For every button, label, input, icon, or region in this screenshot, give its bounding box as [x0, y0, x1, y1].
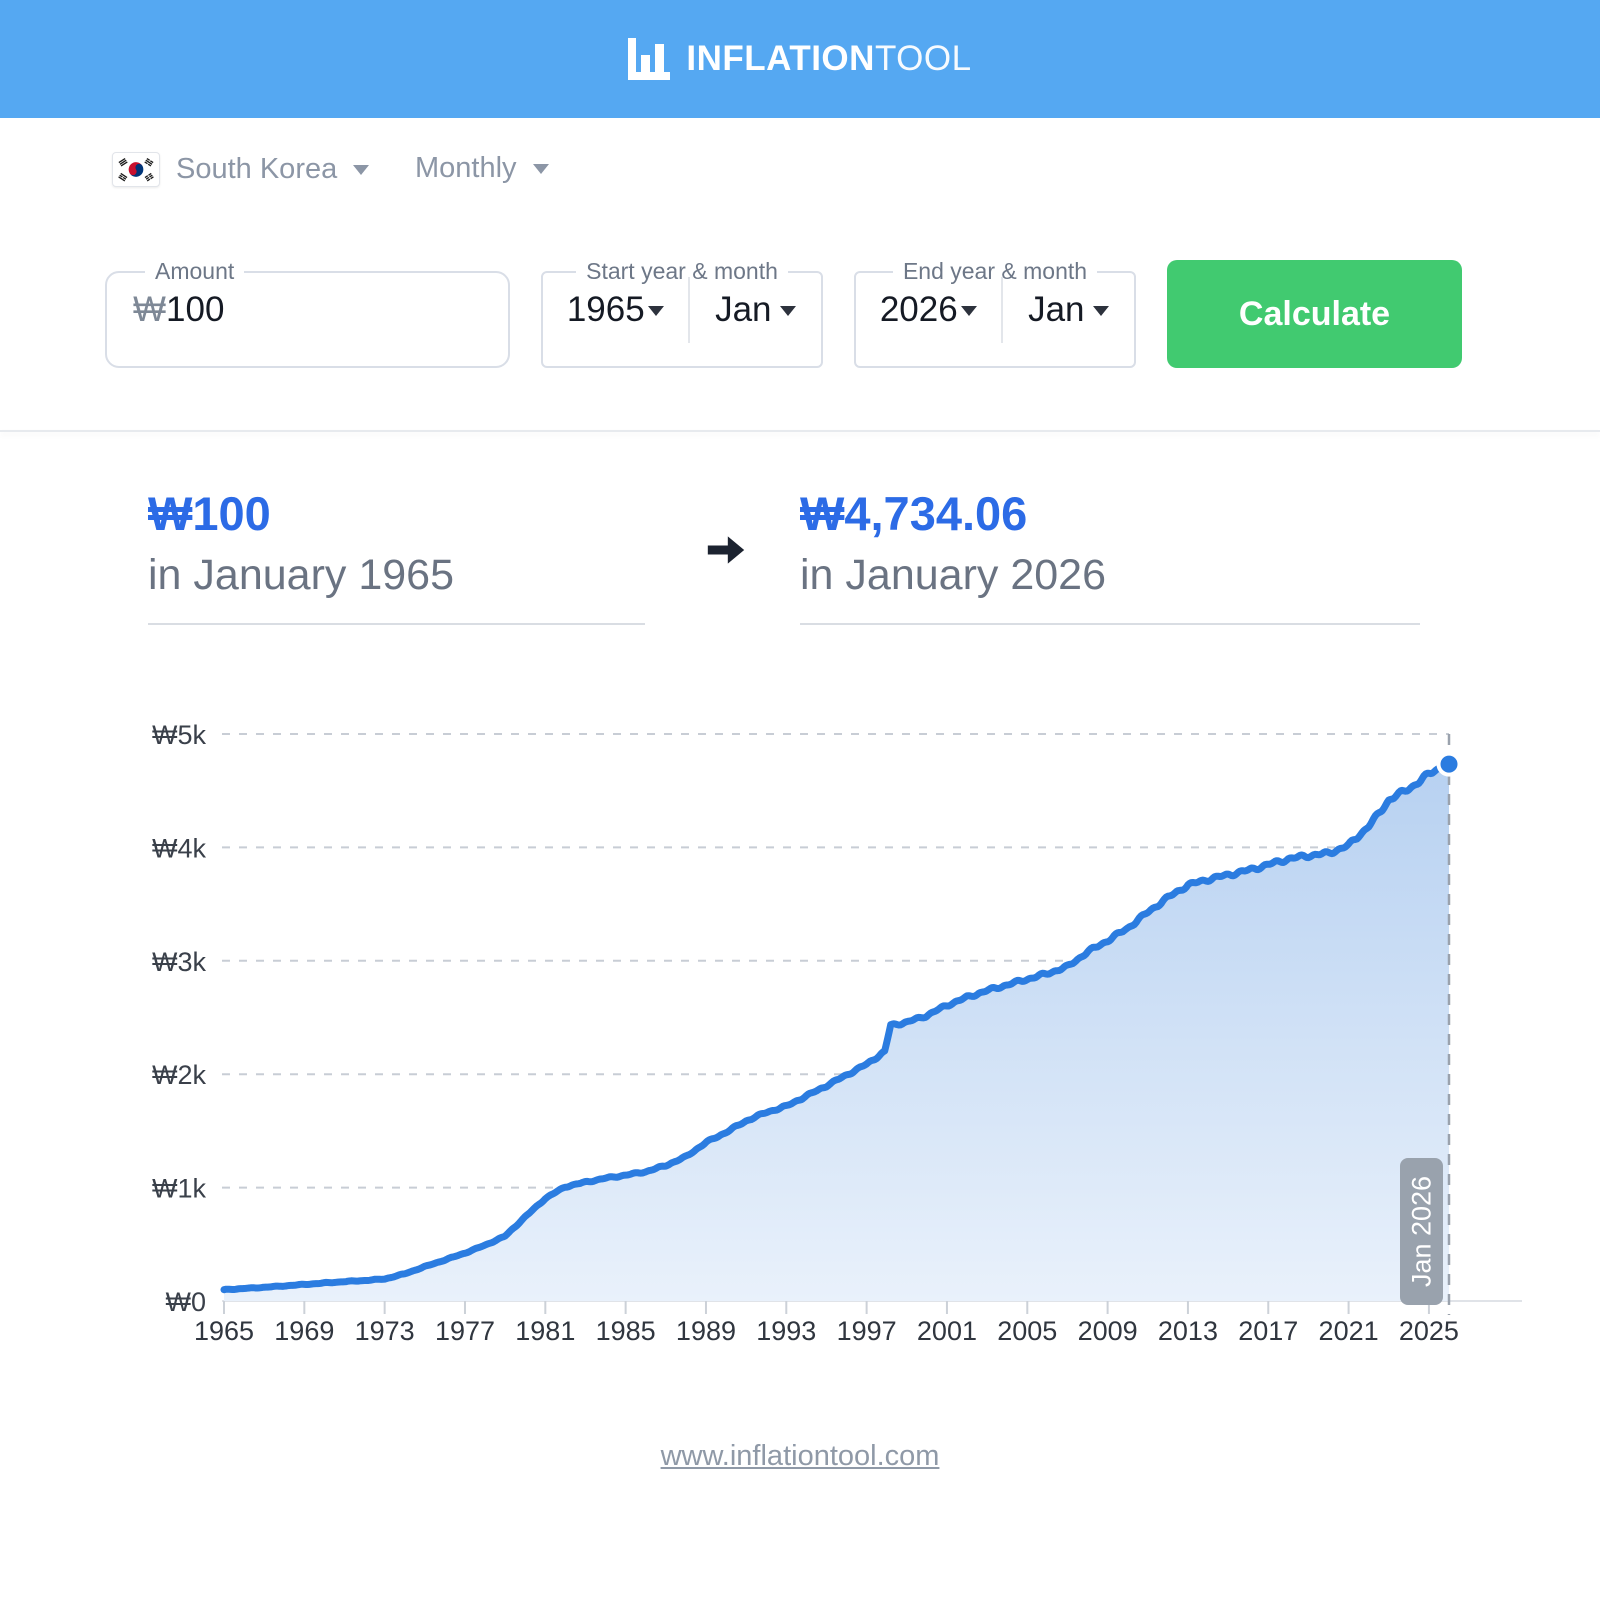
chevron-down-icon — [353, 165, 370, 183]
amount-input[interactable] — [166, 290, 467, 330]
y-axis-label: ₩3k — [152, 947, 207, 977]
y-axis-label: ₩0 — [166, 1287, 207, 1317]
chevron-down-icon — [960, 305, 977, 324]
result-from-caption: in January 1965 — [148, 550, 454, 599]
brand-logo[interactable]: INFLATIONTOOL — [628, 38, 971, 80]
x-axis-label: 1965 — [194, 1316, 254, 1346]
x-axis-label: 1981 — [515, 1316, 575, 1346]
start-month-select[interactable]: Jan — [690, 290, 821, 330]
frequency-selector[interactable]: Monthly — [415, 152, 549, 185]
chevron-down-icon — [532, 164, 549, 182]
x-axis-label: 1997 — [837, 1316, 897, 1346]
chevron-down-icon — [647, 305, 664, 324]
currency-symbol: ₩ — [133, 290, 167, 329]
footer-link[interactable]: www.inflationtool.com — [660, 1440, 940, 1472]
end-marker-label: Jan 2026 — [1407, 1176, 1437, 1287]
chevron-down-icon — [779, 305, 796, 324]
x-axis-label: 2021 — [1319, 1316, 1379, 1346]
x-axis-label: 2017 — [1238, 1316, 1298, 1346]
brand-text: INFLATIONTOOL — [686, 39, 971, 79]
amount-field-label: Amount — [155, 258, 235, 284]
x-axis-label: 1993 — [756, 1316, 816, 1346]
end-marker-dot[interactable] — [1436, 751, 1462, 777]
inflation-chart[interactable]: ₩0 ₩1k ₩2k ₩3k ₩4k ₩5k 1965 1969 1973 1977 1981 198… — [0, 680, 1600, 1420]
x-axis-label: 1973 — [355, 1316, 415, 1346]
brand-text-bold: INFLATION — [686, 39, 875, 78]
end-marker-label-box — [1400, 1158, 1443, 1305]
start-month-value: Jan — [715, 290, 772, 329]
start-date-field: Start year & month 1965 Jan — [541, 260, 823, 368]
y-axis-label: ₩2k — [152, 1060, 207, 1090]
result-to-caption: in January 2026 — [800, 550, 1106, 599]
x-axis-label: 1989 — [676, 1316, 736, 1346]
result-to-amount: ₩4,734.06 — [800, 487, 1028, 540]
bar-chart-icon — [628, 38, 671, 80]
section-divider — [0, 430, 1600, 432]
field-divider — [1000, 277, 1003, 343]
end-date-field: End year & month 2026 Jan — [854, 260, 1136, 368]
x-axis-label: 1969 — [274, 1316, 334, 1346]
y-axis-label: ₩1k — [152, 1174, 207, 1204]
amount-field[interactable]: Amount ₩ — [105, 260, 510, 368]
country-selector-label: South Korea — [176, 153, 338, 185]
south-korea-flag-icon — [112, 152, 160, 187]
result-to: ₩4,734.06 in January 2026 — [800, 488, 1420, 625]
end-month-select[interactable]: Jan — [1003, 290, 1134, 330]
y-axis-label: ₩5k — [152, 720, 207, 750]
trend-line — [220, 760, 1453, 1294]
end-year-value: 2026 — [879, 290, 958, 329]
x-axis-label: 2013 — [1158, 1316, 1218, 1346]
field-divider — [687, 277, 690, 343]
brand-text-light: TOOL — [874, 39, 972, 78]
end-date-field-label: End year & month — [902, 258, 1088, 284]
country-selector[interactable]: South Korea — [112, 152, 370, 187]
frequency-selector-label: Monthly — [415, 152, 517, 184]
footer: www.inflationtool.com — [0, 1440, 1600, 1473]
x-axis-label: 2001 — [917, 1316, 977, 1346]
result-from-amount: ₩100 — [148, 487, 271, 540]
result-from: ₩100 in January 1965 — [148, 488, 645, 625]
result-underline — [148, 622, 645, 625]
calculator-form: Amount ₩ Start year & month 1965 Jan End… — [105, 260, 1462, 368]
calculate-button[interactable]: Calculate — [1167, 260, 1462, 368]
start-year-select[interactable]: 1965 — [543, 290, 688, 330]
end-month-value: Jan — [1028, 290, 1085, 329]
x-axis-label: 2025 — [1399, 1316, 1459, 1346]
chevron-down-icon — [1092, 305, 1109, 324]
x-axis-label: 1985 — [596, 1316, 656, 1346]
start-year-value: 1965 — [566, 290, 645, 329]
x-axis-label: 2009 — [1078, 1316, 1138, 1346]
x-axis-label: 2005 — [997, 1316, 1057, 1346]
y-axis-label: ₩4k — [152, 833, 207, 863]
area-fill — [224, 764, 1449, 1301]
app-header: INFLATIONTOOL — [0, 0, 1600, 118]
start-date-field-label: Start year & month — [586, 258, 778, 284]
x-axis-label: 1977 — [435, 1316, 495, 1346]
end-year-select[interactable]: 2026 — [856, 290, 1001, 330]
result-underline — [800, 622, 1420, 625]
arrow-right-icon — [706, 533, 746, 572]
